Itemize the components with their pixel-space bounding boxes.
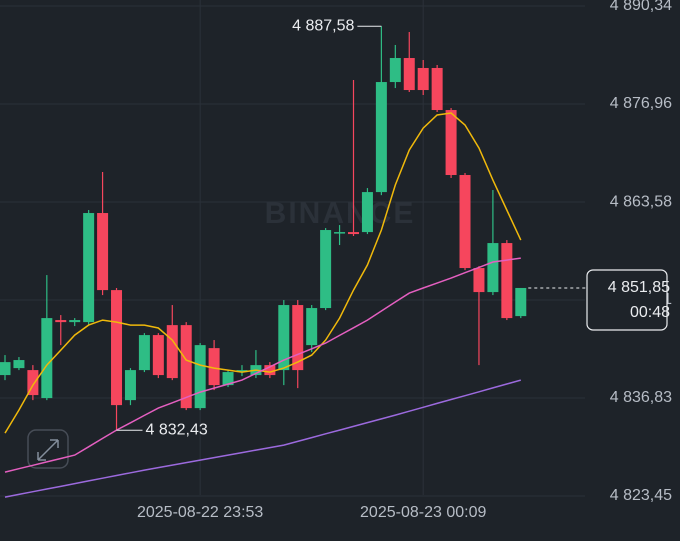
candle-body [306,308,318,346]
y-tick-label: 4 836,83 [610,389,672,406]
candle-body [0,362,11,376]
candle-body [375,82,387,193]
candle-body [389,58,401,83]
candle-body [222,372,234,386]
candle-body [473,268,485,293]
y-tick-label: 4 863,58 [610,193,672,210]
ma-line [4,257,521,473]
candle-body [501,243,513,319]
candle-body [138,335,150,371]
x-tick-label: 2025-08-22 23:53 [137,504,263,521]
candle-body [361,192,373,233]
candle-body [348,232,359,235]
annotation-label: 4 832,43 [146,421,208,438]
candle-body [264,365,276,376]
expand-button[interactable] [27,429,69,469]
candle-body [97,213,109,291]
candle-body [403,58,415,91]
candle-body [55,320,67,323]
candle-body [292,305,304,371]
candle-body [431,67,443,111]
candle-body [194,345,206,409]
y-tick-label: 4 823,45 [610,487,672,504]
candle-body [180,325,192,409]
candle-body [459,175,471,269]
candle-body [278,305,290,371]
candle-body [27,370,39,396]
last-price-box [586,269,668,331]
candle-body [208,348,220,386]
candle-body [334,232,346,234]
y-tick-label: 4 876,96 [610,95,672,112]
candle-body [83,213,95,323]
candle-body [152,335,164,376]
candle-body [445,110,457,176]
last-price-label: 4 851,85 [608,279,670,296]
candle-body [166,325,178,379]
candle-body [320,230,332,309]
countdown: 00:48 [630,304,670,321]
candle-body [41,318,53,399]
candle-body [13,360,25,369]
candle-body [111,290,123,406]
annotation-label: 4 887,58 [292,17,354,34]
candle-body [417,67,429,91]
ma-line [4,379,522,498]
candle-body [69,320,81,323]
candle-body [124,370,136,401]
ma-line [4,112,522,434]
candle-body [236,370,248,373]
y-tick-label: 4 890,34 [610,0,672,14]
candle-body [487,243,499,293]
candle-body [515,287,527,317]
x-tick-label: 2025-08-23 00:09 [360,504,486,521]
